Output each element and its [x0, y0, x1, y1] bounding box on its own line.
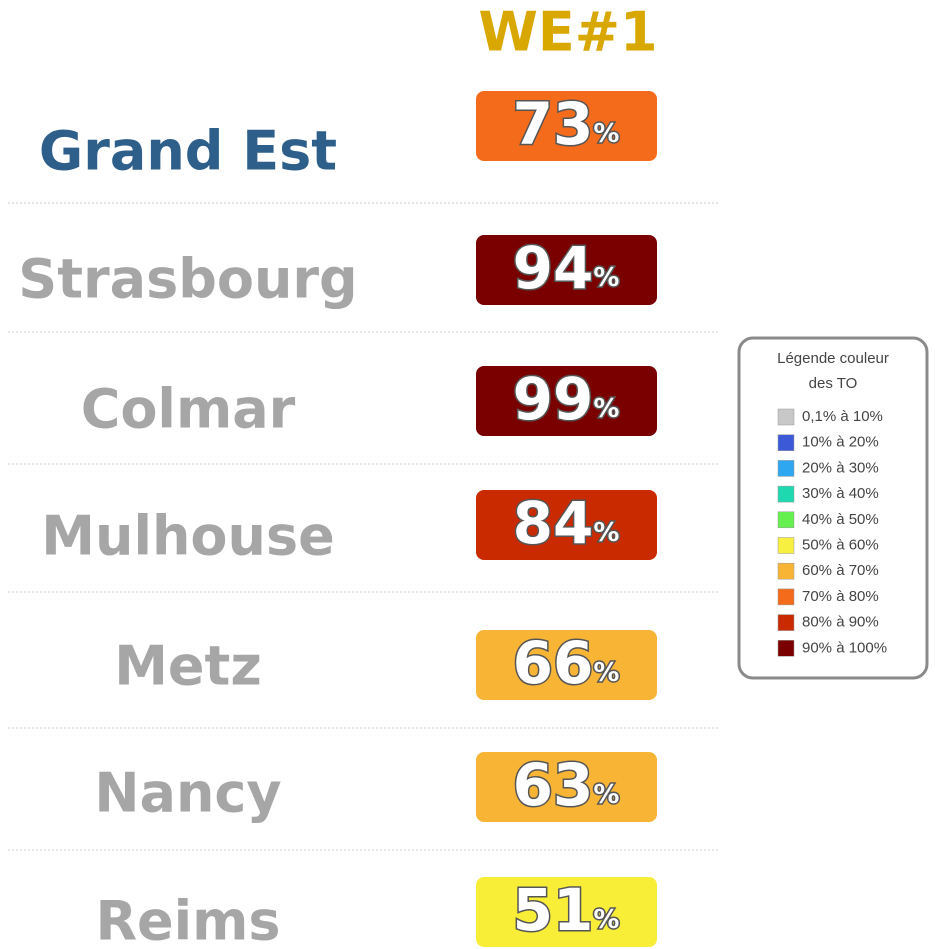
- rate-value: 51%: [513, 876, 620, 944]
- rate-box: [476, 877, 657, 947]
- region-name: Colmar: [81, 378, 296, 441]
- rate-value: 66%: [513, 629, 620, 697]
- region-name: Strasbourg: [18, 248, 357, 311]
- legend-swatch: [777, 562, 795, 580]
- legend-swatch: [777, 434, 795, 451]
- rate-number: 84: [513, 489, 594, 557]
- region-name: Nancy: [94, 762, 281, 825]
- rate-unit: %: [593, 780, 619, 810]
- rate-number: 51: [513, 876, 594, 944]
- legend-swatch: [777, 408, 795, 426]
- rate-unit: %: [593, 119, 619, 149]
- legend-swatch: [777, 614, 795, 631]
- rate-unit: %: [593, 263, 619, 293]
- legend-swatch: [777, 537, 795, 554]
- region-name: Reims: [95, 890, 280, 949]
- rate-number: 63: [513, 751, 594, 819]
- legend-swatch: [777, 588, 795, 606]
- rate-unit: %: [593, 658, 619, 688]
- rate-box: [476, 490, 657, 560]
- rate-number: 66: [513, 629, 594, 697]
- rate-unit: %: [593, 905, 619, 935]
- rate-value: 94%: [513, 234, 620, 302]
- legend-label: 70% à 80%: [802, 588, 879, 605]
- rate-box: [476, 91, 657, 161]
- header-title: WE#1: [478, 1, 657, 64]
- legend-label: 50% à 60%: [802, 536, 879, 553]
- legend-label: 80% à 90%: [802, 614, 879, 631]
- legend-label: 20% à 30%: [802, 459, 879, 476]
- legend-label: 30% à 40%: [802, 485, 879, 502]
- rate-value: 63%: [513, 751, 620, 819]
- legend-title: des TO: [809, 375, 858, 392]
- rate-value: 84%: [513, 489, 620, 557]
- rate-box: [476, 630, 657, 700]
- legend-label: 40% à 50%: [802, 511, 879, 528]
- rate-number: 94: [513, 234, 594, 302]
- legend-swatch: [777, 640, 795, 657]
- legend-label: 60% à 70%: [802, 562, 879, 579]
- rate-box: [476, 752, 657, 822]
- legend-label: 90% à 100%: [802, 639, 887, 656]
- rate-value: 99%: [513, 365, 620, 433]
- rate-box: [476, 235, 657, 305]
- rate-unit: %: [593, 394, 619, 424]
- legend-label: 0,1% à 10%: [802, 408, 883, 425]
- legend-title: Légende couleur: [777, 350, 889, 367]
- rate-box: [476, 366, 657, 436]
- legend-swatch: [777, 511, 795, 529]
- legend-label: 10% à 20%: [802, 434, 879, 451]
- rate-unit: %: [593, 518, 619, 548]
- region-name: Mulhouse: [41, 505, 334, 568]
- legend-swatch: [777, 460, 795, 477]
- rate-number: 99: [513, 365, 594, 433]
- rate-number: 73: [513, 90, 594, 158]
- rate-value: 73%: [513, 90, 620, 158]
- region-name: Metz: [114, 635, 262, 698]
- region-name: Grand Est: [39, 120, 337, 183]
- legend-swatch: [777, 485, 795, 503]
